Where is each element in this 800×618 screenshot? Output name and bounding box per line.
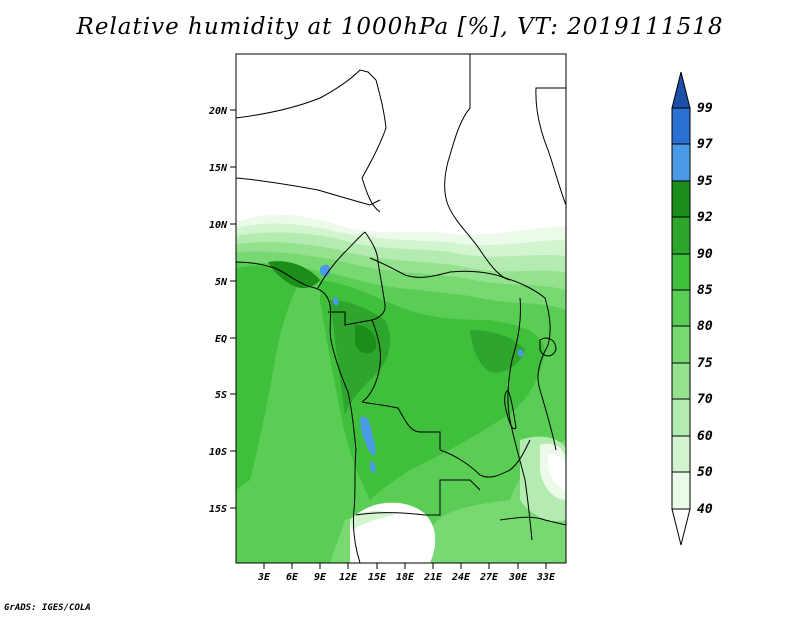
colorbar-label-80: 80: [697, 319, 713, 334]
colorbar-label-85: 85: [697, 283, 713, 298]
lat-label-10s: 10S: [209, 447, 227, 458]
colorbar-label-92: 92: [697, 210, 713, 225]
colorbar-label-99: 99: [697, 101, 713, 116]
colorbar: 40 50 60 70 75 80 85 90 92 95 97 99: [671, 71, 713, 546]
border-gabon-congo: [328, 311, 381, 403]
lat-label-15s: 15S: [209, 504, 227, 515]
lake-tanganyika: [504, 389, 517, 430]
colorbar-box-95-97: [671, 143, 691, 182]
colorbar-box-97-99: [671, 107, 691, 145]
coastline: [236, 261, 361, 563]
colorbar-box-60-70: [671, 398, 691, 437]
border-car: [369, 257, 546, 299]
border-north-1: [236, 69, 377, 119]
map-title: Relative humidity at 1000hPa [%], VT: 20…: [76, 14, 724, 40]
colorbar-box-80-85: [671, 289, 691, 327]
colorbar-label-95: 95: [697, 174, 713, 189]
rh-region-95-97-gulf: [332, 297, 339, 306]
border-chad-sudan: [444, 54, 511, 281]
rh-region-50-60-south: [350, 510, 395, 530]
lake-victoria: [539, 337, 557, 357]
rh-region-95-97-angola-south: [369, 461, 376, 473]
colorbar-label-75: 75: [697, 356, 713, 371]
border-sahel: [236, 177, 381, 206]
colorbar-arrow-bottom: [671, 508, 691, 546]
latitude-axis: 20N 15N 10N 5N EQ 5S 10S 15S: [208, 106, 236, 515]
colorbar-box-85-90: [671, 253, 691, 291]
colorbar-label-40: 40: [697, 502, 713, 517]
colorbar-box-40-50: [671, 471, 691, 510]
border-mozambique: [499, 516, 566, 526]
lat-label-eq: EQ: [215, 334, 227, 345]
colorbar-box-75-80: [671, 325, 691, 364]
border-angola-south: [355, 479, 481, 516]
colorbar-label-60: 60: [697, 429, 713, 444]
lon-label-3e: 3E: [257, 572, 271, 583]
border-drc-west: [361, 401, 441, 450]
border-zambia: [439, 439, 531, 478]
colorbar-label-90: 90: [697, 247, 713, 262]
lon-label-15e: 15E: [368, 572, 387, 583]
colorbar-arrow-top: [671, 71, 691, 109]
border-nigeria-cameroon: [317, 231, 366, 289]
rh-region-85-90-west: [236, 265, 300, 490]
rh-region-95-97-lake: [517, 349, 524, 357]
lat-label-5s: 5S: [215, 390, 227, 401]
colorbar-label-70: 70: [697, 392, 713, 407]
lon-label-12e: 12E: [339, 572, 358, 583]
map-frame: [235, 53, 567, 564]
lat-label-10n: 10N: [209, 220, 228, 231]
rh-region-95-97-angola: [360, 416, 376, 456]
border-north-2: [361, 79, 387, 213]
country-borders: [236, 54, 566, 563]
colorbar-box-70-75: [671, 362, 691, 400]
lon-label-24e: 24E: [451, 572, 471, 583]
humidity-field: [236, 54, 566, 563]
longitude-axis: 3E 6E 9E 12E 15E 18E 21E 24E 27E 30E 33E: [257, 563, 556, 583]
lat-label-20n: 20N: [208, 106, 228, 117]
colorbar-box-92-95: [671, 180, 691, 218]
rh-region-92-95-coast: [268, 261, 320, 289]
lat-label-15n: 15N: [209, 163, 228, 174]
lon-label-6e: 6E: [286, 572, 299, 583]
grads-credit: GrADS: IGES/COLA: [4, 603, 91, 613]
border-northeast: [535, 87, 566, 206]
border-cameroon-car: [364, 231, 386, 321]
colorbar-label-50: 50: [697, 465, 713, 480]
lon-label-33e: 33E: [536, 572, 556, 583]
lon-label-18e: 18E: [396, 572, 415, 583]
rh-region-95-97-coast: [320, 264, 331, 277]
rh-region-92-95-inland: [355, 325, 377, 354]
lat-label-5n: 5N: [215, 277, 228, 288]
lon-label-30e: 30E: [508, 572, 528, 583]
rh-region-lt40-east: [548, 454, 566, 490]
colorbar-box-50-60: [671, 435, 691, 473]
lon-label-21e: 21E: [423, 572, 443, 583]
lon-label-27e: 27E: [479, 572, 499, 583]
border-east: [537, 297, 557, 451]
colorbar-box-90-92: [671, 216, 691, 255]
border-east-lakes: [507, 297, 533, 541]
colorbar-label-97: 97: [697, 137, 713, 152]
lon-label-9e: 9E: [314, 572, 327, 583]
